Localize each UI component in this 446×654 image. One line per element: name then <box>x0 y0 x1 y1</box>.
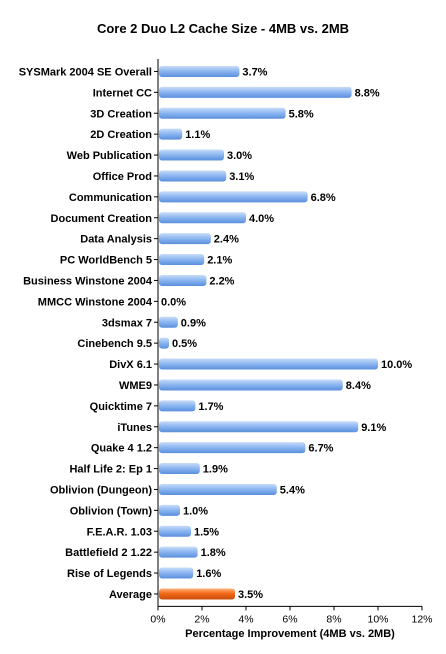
data-label: 3.0% <box>227 150 252 162</box>
x-tick-label: 2% <box>194 613 209 625</box>
category-label: SYSMark 2004 SE Overall <box>19 66 152 78</box>
bar <box>159 379 343 391</box>
data-label: 0.9% <box>181 317 206 329</box>
x-tick-label: 6% <box>282 613 297 625</box>
bar <box>159 254 205 266</box>
category-label: Communication <box>69 192 152 204</box>
plot-area: SYSMark 2004 SE Overall 3.7% Internet CC 8.… <box>19 59 433 625</box>
data-label: 10.0% <box>381 359 412 371</box>
category-label: 3D Creation <box>90 108 152 120</box>
data-label: 2.1% <box>207 255 232 267</box>
category-label: 3dsmax 7 <box>102 317 152 329</box>
data-label: 9.1% <box>361 422 386 434</box>
data-label: 0.5% <box>172 338 197 350</box>
category-label: 2D Creation <box>90 129 152 141</box>
category-label: Oblivion (Town) <box>70 505 153 517</box>
bar <box>159 400 196 412</box>
category-label: Data Analysis <box>80 234 152 246</box>
x-tick-label: 10% <box>367 613 388 625</box>
category-label: Quake 4 1.2 <box>91 443 152 455</box>
category-label: Office Prod <box>93 171 152 183</box>
category-label: Cinebench 9.5 <box>77 338 152 350</box>
bar <box>159 358 378 370</box>
data-label: 1.0% <box>183 505 208 517</box>
category-label: Internet CC <box>93 87 152 99</box>
category-label: Document Creation <box>51 213 153 225</box>
data-label: 3.7% <box>242 66 267 78</box>
chart-title: Core 2 Duo L2 Cache Size - 4MB vs. 2MB <box>97 21 349 36</box>
bar <box>159 170 227 182</box>
data-label: 6.7% <box>308 443 333 455</box>
x-tick-label: 0% <box>150 613 165 625</box>
bar <box>159 149 224 161</box>
category-label: Quicktime 7 <box>90 401 152 413</box>
bar <box>159 65 240 77</box>
data-label: 4.0% <box>249 213 274 225</box>
bar <box>159 128 183 140</box>
bar <box>159 421 359 433</box>
x-tick-label: 8% <box>326 613 341 625</box>
data-label: 0.0% <box>161 296 186 308</box>
category-label: F.E.A.R. 1.03 <box>87 526 152 538</box>
category-label: Battlefield 2 1.22 <box>65 547 152 559</box>
bar <box>159 191 308 203</box>
data-label: 1.9% <box>203 464 228 476</box>
x-tick-label: 4% <box>238 613 253 625</box>
data-label: 8.8% <box>355 87 380 99</box>
data-label: 2.4% <box>214 234 239 246</box>
category-label: PC WorldBench 5 <box>60 255 152 267</box>
data-label: 2.2% <box>209 275 234 287</box>
category-label: Average <box>109 589 152 601</box>
x-axis-label: Percentage Improvement (4MB vs. 2MB) <box>185 628 395 640</box>
bar <box>159 463 200 475</box>
category-label: WME9 <box>119 380 152 392</box>
data-label: 8.4% <box>346 380 371 392</box>
data-label: 3.5% <box>238 589 263 601</box>
bar <box>159 483 277 495</box>
data-label: 5.4% <box>280 484 305 496</box>
bar-average <box>159 588 235 600</box>
data-label: 5.8% <box>289 108 314 120</box>
category-label: Business Winstone 2004 <box>23 275 153 287</box>
bar <box>159 274 207 286</box>
bar <box>159 107 286 119</box>
bar <box>159 212 246 224</box>
bar <box>159 337 169 349</box>
category-label: Oblivion (Dungeon) <box>50 484 152 496</box>
bar <box>159 233 211 245</box>
data-label: 6.8% <box>311 192 336 204</box>
bar <box>159 442 306 454</box>
data-label: 1.1% <box>185 129 210 141</box>
bar <box>159 316 178 328</box>
bar <box>159 546 198 558</box>
bar <box>159 567 194 579</box>
data-label: 1.8% <box>201 547 226 559</box>
category-label: Rise of Legends <box>67 568 152 580</box>
bar <box>159 86 352 98</box>
data-label: 1.6% <box>196 568 221 580</box>
data-label: 1.7% <box>198 401 223 413</box>
bar <box>159 525 191 537</box>
category-label: DivX 6.1 <box>109 359 152 371</box>
x-tick-label: 12% <box>411 613 432 625</box>
data-label: 1.5% <box>194 526 219 538</box>
category-label: iTunes <box>117 422 152 434</box>
category-label: MMCC Winstone 2004 <box>38 296 153 308</box>
bar <box>159 504 180 516</box>
data-label: 3.1% <box>229 171 254 183</box>
category-label: Half Life 2: Ep 1 <box>69 464 152 476</box>
category-label: Web Publication <box>67 150 153 162</box>
